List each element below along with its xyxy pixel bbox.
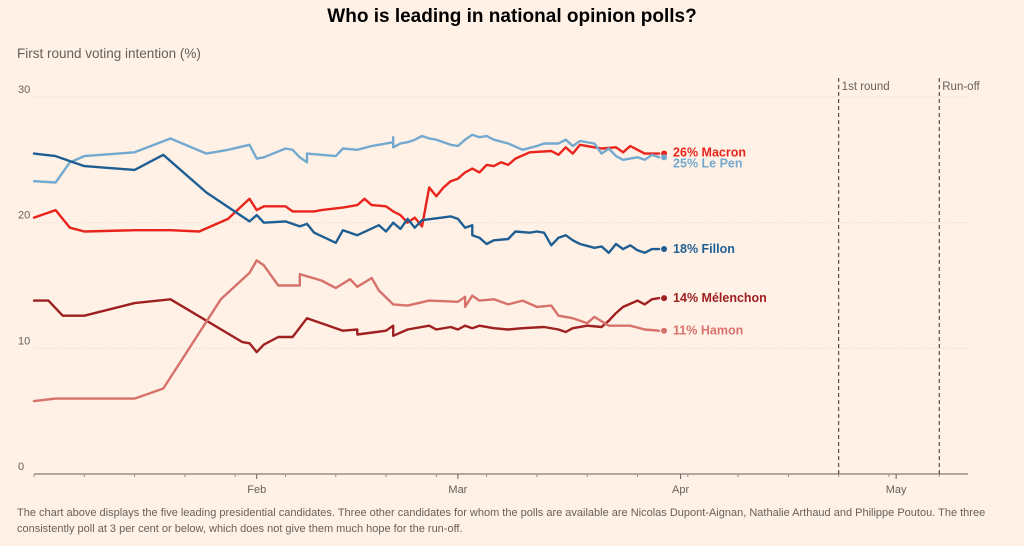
series-end-dot (661, 295, 668, 302)
series-label-lepen: 25% Le Pen (673, 156, 742, 170)
y-tick-label-30: 30 (18, 84, 30, 96)
series-end-dot (661, 246, 668, 253)
series-line-fillon (32, 152, 661, 255)
x-tick-label-may: May (886, 484, 907, 496)
event-label-0: 1st round (842, 81, 890, 93)
series-label-fillon: 18% Fillon (673, 242, 735, 256)
series-label-macron: 26% Macron (673, 146, 746, 160)
series-end-dot (661, 154, 668, 161)
event-markers: 1st round Run-off (838, 78, 981, 474)
series-label-mlenchon: 14% Mélenchon (673, 291, 767, 305)
x-tick-label-mar: Mar (448, 484, 467, 496)
y-tick-label-0: 0 (18, 461, 24, 473)
series-end-dot (661, 327, 668, 334)
x-tick-label-feb: Feb (247, 484, 266, 496)
line-chart: 0 10 20 30 Feb Mar Apr May 1st round Run-off 26%… (18, 78, 981, 496)
gridlines (34, 96, 968, 349)
chart-title: Who is leading in national opinion polls… (327, 6, 697, 27)
series-line-hamon (32, 259, 661, 403)
y-tick-label-20: 20 (18, 210, 30, 222)
chart-caption: The chart above displays the five leadin… (17, 507, 986, 535)
series-label-hamon: 11% Hamon (673, 324, 743, 338)
x-tick-label-apr: Apr (672, 484, 689, 496)
series-line-mlenchon (32, 296, 661, 354)
y-axis-title: First round voting intention (%) (17, 46, 201, 61)
series-line-macron (32, 143, 661, 233)
y-tick-label-10: 10 (18, 335, 30, 347)
series-line-lepen (32, 133, 661, 184)
axes: 0 10 20 30 Feb Mar Apr May (18, 84, 968, 496)
event-label-1: Run-off (942, 81, 980, 93)
series-lines (32, 133, 668, 403)
